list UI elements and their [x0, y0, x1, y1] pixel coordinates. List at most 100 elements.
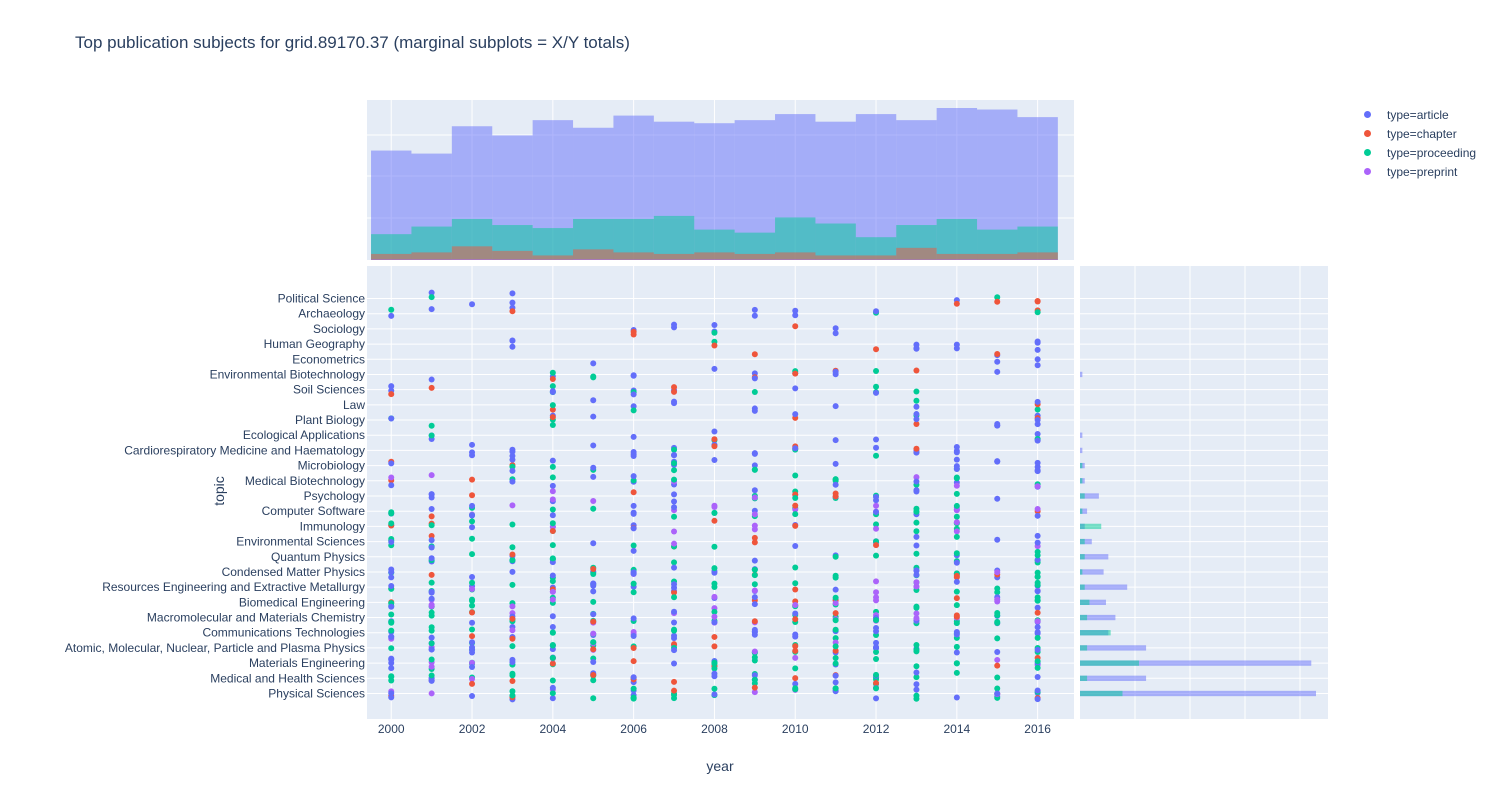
point-proceeding	[469, 536, 475, 542]
point-proceeding	[388, 307, 394, 313]
point-article	[994, 537, 1000, 543]
point-article	[994, 496, 1000, 502]
side-hist-bar-article	[1080, 645, 1146, 650]
y-tick-label: Resources Engineering and Extractive Met…	[102, 580, 365, 594]
point-article	[752, 451, 758, 457]
point-article	[631, 525, 637, 531]
point-chapter	[469, 610, 475, 616]
point-article	[833, 482, 839, 488]
x-tick-label: 2010	[782, 722, 809, 736]
point-proceeding	[711, 660, 717, 666]
y-tick-label: Archaeology	[298, 307, 365, 321]
point-proceeding	[711, 330, 717, 336]
point-chapter	[631, 489, 637, 495]
side-hist-bar-article	[1080, 448, 1082, 453]
point-article	[1035, 588, 1041, 594]
point-article	[590, 540, 596, 546]
point-article	[1035, 362, 1041, 368]
point-proceeding	[388, 673, 394, 679]
point-article	[388, 604, 394, 610]
top-hist-bar-proceeding	[533, 228, 573, 260]
legend-item-proceeding[interactable]: type=proceeding	[1358, 143, 1476, 162]
point-proceeding	[752, 389, 758, 395]
point-proceeding	[590, 506, 596, 512]
point-article	[913, 411, 919, 417]
point-article	[752, 307, 758, 313]
point-preprint	[509, 627, 515, 633]
point-proceeding	[388, 645, 394, 651]
point-proceeding	[913, 663, 919, 669]
legend-item-chapter[interactable]: type=chapter	[1358, 124, 1476, 143]
legend-item-preprint[interactable]: type=preprint	[1358, 162, 1476, 181]
side-hist-bar-article	[1080, 569, 1104, 574]
point-preprint	[994, 569, 1000, 575]
top-hist-bar-preprint	[775, 259, 815, 260]
point-article	[550, 483, 556, 489]
point-chapter	[873, 346, 879, 352]
point-article	[388, 482, 394, 488]
x-axis-title: year	[690, 758, 750, 774]
y-tick-label: Biomedical Engineering	[239, 595, 365, 609]
point-article	[590, 659, 596, 665]
point-proceeding	[954, 670, 960, 676]
point-chapter	[913, 446, 919, 452]
point-article	[994, 649, 1000, 655]
point-proceeding	[509, 671, 515, 677]
point-chapter	[994, 663, 1000, 669]
point-preprint	[752, 587, 758, 593]
top-hist-bar-preprint	[613, 259, 653, 260]
point-article	[631, 391, 637, 397]
point-preprint	[429, 603, 435, 609]
side-hist-bar-article	[1080, 372, 1082, 377]
point-proceeding	[833, 655, 839, 661]
point-proceeding	[429, 423, 435, 429]
point-proceeding	[913, 398, 919, 404]
point-article	[913, 534, 919, 540]
point-article	[954, 463, 960, 469]
top-hist-bar-chapter	[856, 255, 896, 260]
point-proceeding	[550, 402, 556, 408]
point-proceeding	[1035, 309, 1041, 315]
legend-label-article: type=article	[1387, 108, 1449, 122]
point-article	[590, 465, 596, 471]
y-tick-label: Communications Technologies	[202, 626, 365, 640]
point-proceeding	[631, 581, 637, 587]
point-proceeding	[994, 635, 1000, 641]
point-proceeding	[792, 511, 798, 517]
point-proceeding	[954, 660, 960, 666]
point-proceeding	[752, 677, 758, 683]
point-chapter	[792, 523, 798, 529]
point-article	[388, 383, 394, 389]
point-article	[469, 574, 475, 580]
point-article	[469, 452, 475, 458]
point-article	[1035, 460, 1041, 466]
point-article	[671, 400, 677, 406]
point-proceeding	[954, 644, 960, 650]
point-chapter	[550, 414, 556, 420]
point-article	[873, 494, 879, 500]
point-article	[509, 659, 515, 665]
point-proceeding	[711, 510, 717, 516]
point-article	[792, 308, 798, 314]
point-proceeding	[873, 453, 879, 459]
top-hist-bar-chapter	[735, 254, 775, 260]
point-proceeding	[550, 655, 556, 661]
top-hist-bar-chapter	[371, 254, 411, 260]
legend-item-article[interactable]: type=article	[1358, 105, 1476, 124]
point-article	[550, 613, 556, 619]
top-hist-bar-chapter	[573, 249, 613, 260]
point-proceeding	[671, 467, 677, 473]
side-hist-bar-article	[1080, 676, 1146, 681]
point-proceeding	[913, 604, 919, 610]
point-preprint	[752, 648, 758, 654]
point-chapter	[1035, 299, 1041, 305]
side-hist-bar-proceeding	[1080, 630, 1111, 635]
point-preprint	[873, 597, 879, 603]
point-proceeding	[873, 384, 879, 390]
point-proceeding	[954, 602, 960, 608]
point-proceeding	[752, 567, 758, 573]
top-hist-bar-chapter	[896, 248, 936, 260]
point-preprint	[913, 615, 919, 621]
side-hist-bar-proceeding	[1080, 676, 1087, 681]
top-hist-bar-chapter	[775, 252, 815, 260]
